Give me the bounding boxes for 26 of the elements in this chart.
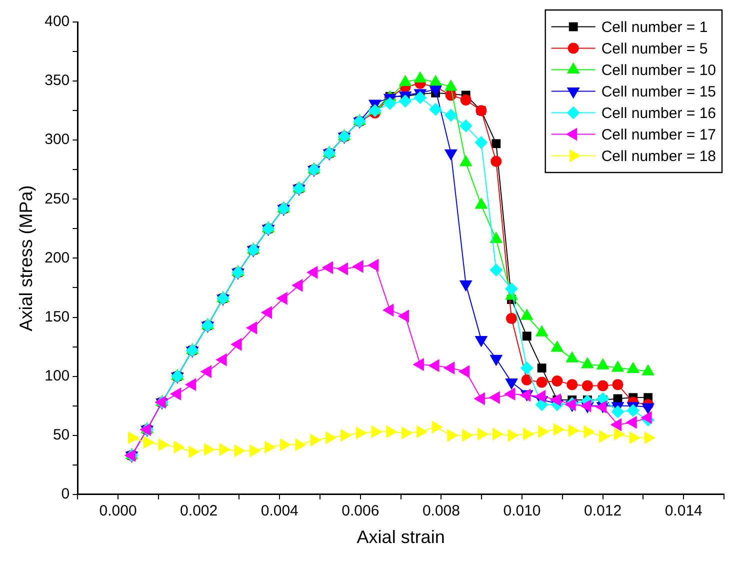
x-tick-label: 0.004 xyxy=(260,502,298,520)
x-tick-label: 0.002 xyxy=(180,502,218,520)
legend-label: Cell number = 5 xyxy=(601,40,708,58)
x-tick-label: 0.000 xyxy=(99,502,137,520)
x-axis-title: Axial strain xyxy=(356,527,445,548)
y-tick-label: 150 xyxy=(44,308,70,326)
y-axis-title: Axial stress (MPa) xyxy=(16,185,36,332)
x-tick-label: 0.008 xyxy=(422,502,460,520)
y-tick-label: 400 xyxy=(44,13,70,30)
legend-label: Cell number = 18 xyxy=(601,148,716,165)
legend-label: Cell number = 10 xyxy=(601,62,716,79)
y-tick-label: 50 xyxy=(52,426,70,444)
y-tick-label: 0 xyxy=(61,486,70,503)
legend-label: Cell number = 1 xyxy=(601,18,708,36)
x-tick-label: 0.006 xyxy=(342,502,380,520)
y-tick-label: 200 xyxy=(44,249,70,266)
x-tick-label: 0.010 xyxy=(503,502,541,520)
legend-label: Cell number = 17 xyxy=(601,126,716,144)
y-tick-label: 100 xyxy=(44,367,70,384)
x-tick-label: 0.014 xyxy=(664,502,702,520)
y-tick-label: 300 xyxy=(44,131,70,148)
y-tick-label: 250 xyxy=(44,190,70,208)
y-tick-label: 350 xyxy=(44,72,70,90)
legend-label: Cell number = 15 xyxy=(601,83,716,100)
legend-label: Cell number = 16 xyxy=(601,104,716,122)
x-tick-label: 0.012 xyxy=(584,502,622,520)
